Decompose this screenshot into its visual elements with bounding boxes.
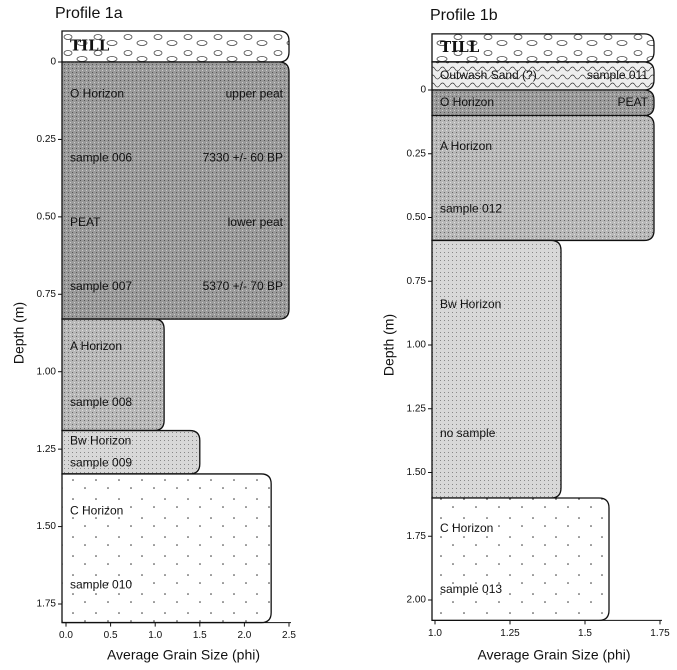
panel-title: Profile 1b: [430, 7, 498, 24]
x-axis-label: Average Grain Size (phi): [477, 647, 630, 663]
layer-label: 5370 +/- 70 BP: [203, 279, 283, 293]
x-tick-label: 2.0: [237, 630, 251, 641]
y-tick-label: 1.50: [37, 521, 57, 532]
layer: [431, 497, 610, 622]
layer-label: Outwash Sand (?): [440, 68, 537, 82]
layer-label: O Horizon: [440, 95, 494, 109]
layer-label: sample 011: [587, 68, 648, 82]
x-tick-label: 0.5: [104, 630, 118, 641]
layer: [431, 114, 655, 242]
x-tick-label: 1.5: [578, 628, 592, 639]
x-tick-label: 2.5: [282, 630, 296, 641]
y-tick-label: 0.75: [37, 289, 57, 300]
layer-label: C Horizon: [70, 503, 123, 517]
layer-label: lower peat: [228, 215, 284, 229]
layer-label: sample 007: [70, 279, 132, 293]
layer: [61, 473, 272, 624]
y-tick-label: 1.00: [407, 340, 427, 351]
y-tick-label: 1.75: [37, 599, 57, 610]
y-axis-label: Depth (m): [11, 302, 27, 364]
y-tick-label: 0: [420, 85, 426, 96]
layer-label: 7330 +/- 60 BP: [203, 151, 283, 165]
layer-label: sample 008: [70, 395, 132, 409]
y-tick-label: 1.50: [407, 467, 427, 478]
layer-label: PEAT: [70, 215, 101, 229]
layer-label: Bw Horizon: [70, 434, 131, 448]
panel-title: Profile 1a: [55, 5, 123, 22]
layer-label: PEAT: [618, 95, 649, 109]
layer-label: sample 013: [440, 582, 502, 596]
layer-label: TILL: [440, 38, 480, 56]
layer-label: A Horizon: [70, 339, 122, 353]
y-tick-label: 0.25: [37, 134, 57, 145]
layer: [431, 239, 562, 499]
layer-label: sample 012: [440, 201, 502, 215]
x-tick-label: 1.5: [193, 630, 207, 641]
layer-label: sample 010: [70, 578, 132, 592]
y-tick-label: 0: [50, 57, 56, 68]
x-tick-label: 1.0: [148, 630, 162, 641]
y-tick-label: 2.00: [407, 595, 427, 606]
y-tick-label: 1.75: [407, 531, 427, 542]
layer-label: sample 006: [70, 151, 132, 165]
layer-label: C Horizon: [440, 521, 493, 535]
layer-label: sample 009: [70, 455, 132, 469]
y-tick-label: 1.00: [37, 366, 57, 377]
y-tick-label: 0.25: [407, 148, 427, 159]
layer-label: O Horizon: [70, 86, 124, 100]
x-axis-label: Average Grain Size (phi): [107, 647, 260, 663]
layer-label: Bw Horizon: [440, 297, 501, 311]
y-tick-label: 0.50: [37, 211, 57, 222]
layer: [61, 318, 165, 432]
y-tick-label: 0.75: [407, 276, 427, 287]
layer-label: no sample: [440, 426, 496, 440]
y-tick-label: 1.25: [407, 403, 427, 414]
layer-label: TILL: [70, 37, 110, 55]
x-tick-label: 0.0: [59, 630, 73, 641]
x-tick-label: 1.25: [500, 628, 520, 639]
x-tick-label: 1.0: [428, 628, 442, 639]
y-axis-label: Depth (m): [381, 314, 397, 376]
layer: [61, 61, 290, 320]
layer-label: A Horizon: [440, 139, 492, 153]
x-tick-label: 1.75: [650, 628, 670, 639]
y-tick-label: 1.25: [37, 444, 57, 455]
y-tick-label: 0.50: [407, 212, 427, 223]
layer-label: upper peat: [226, 86, 284, 100]
